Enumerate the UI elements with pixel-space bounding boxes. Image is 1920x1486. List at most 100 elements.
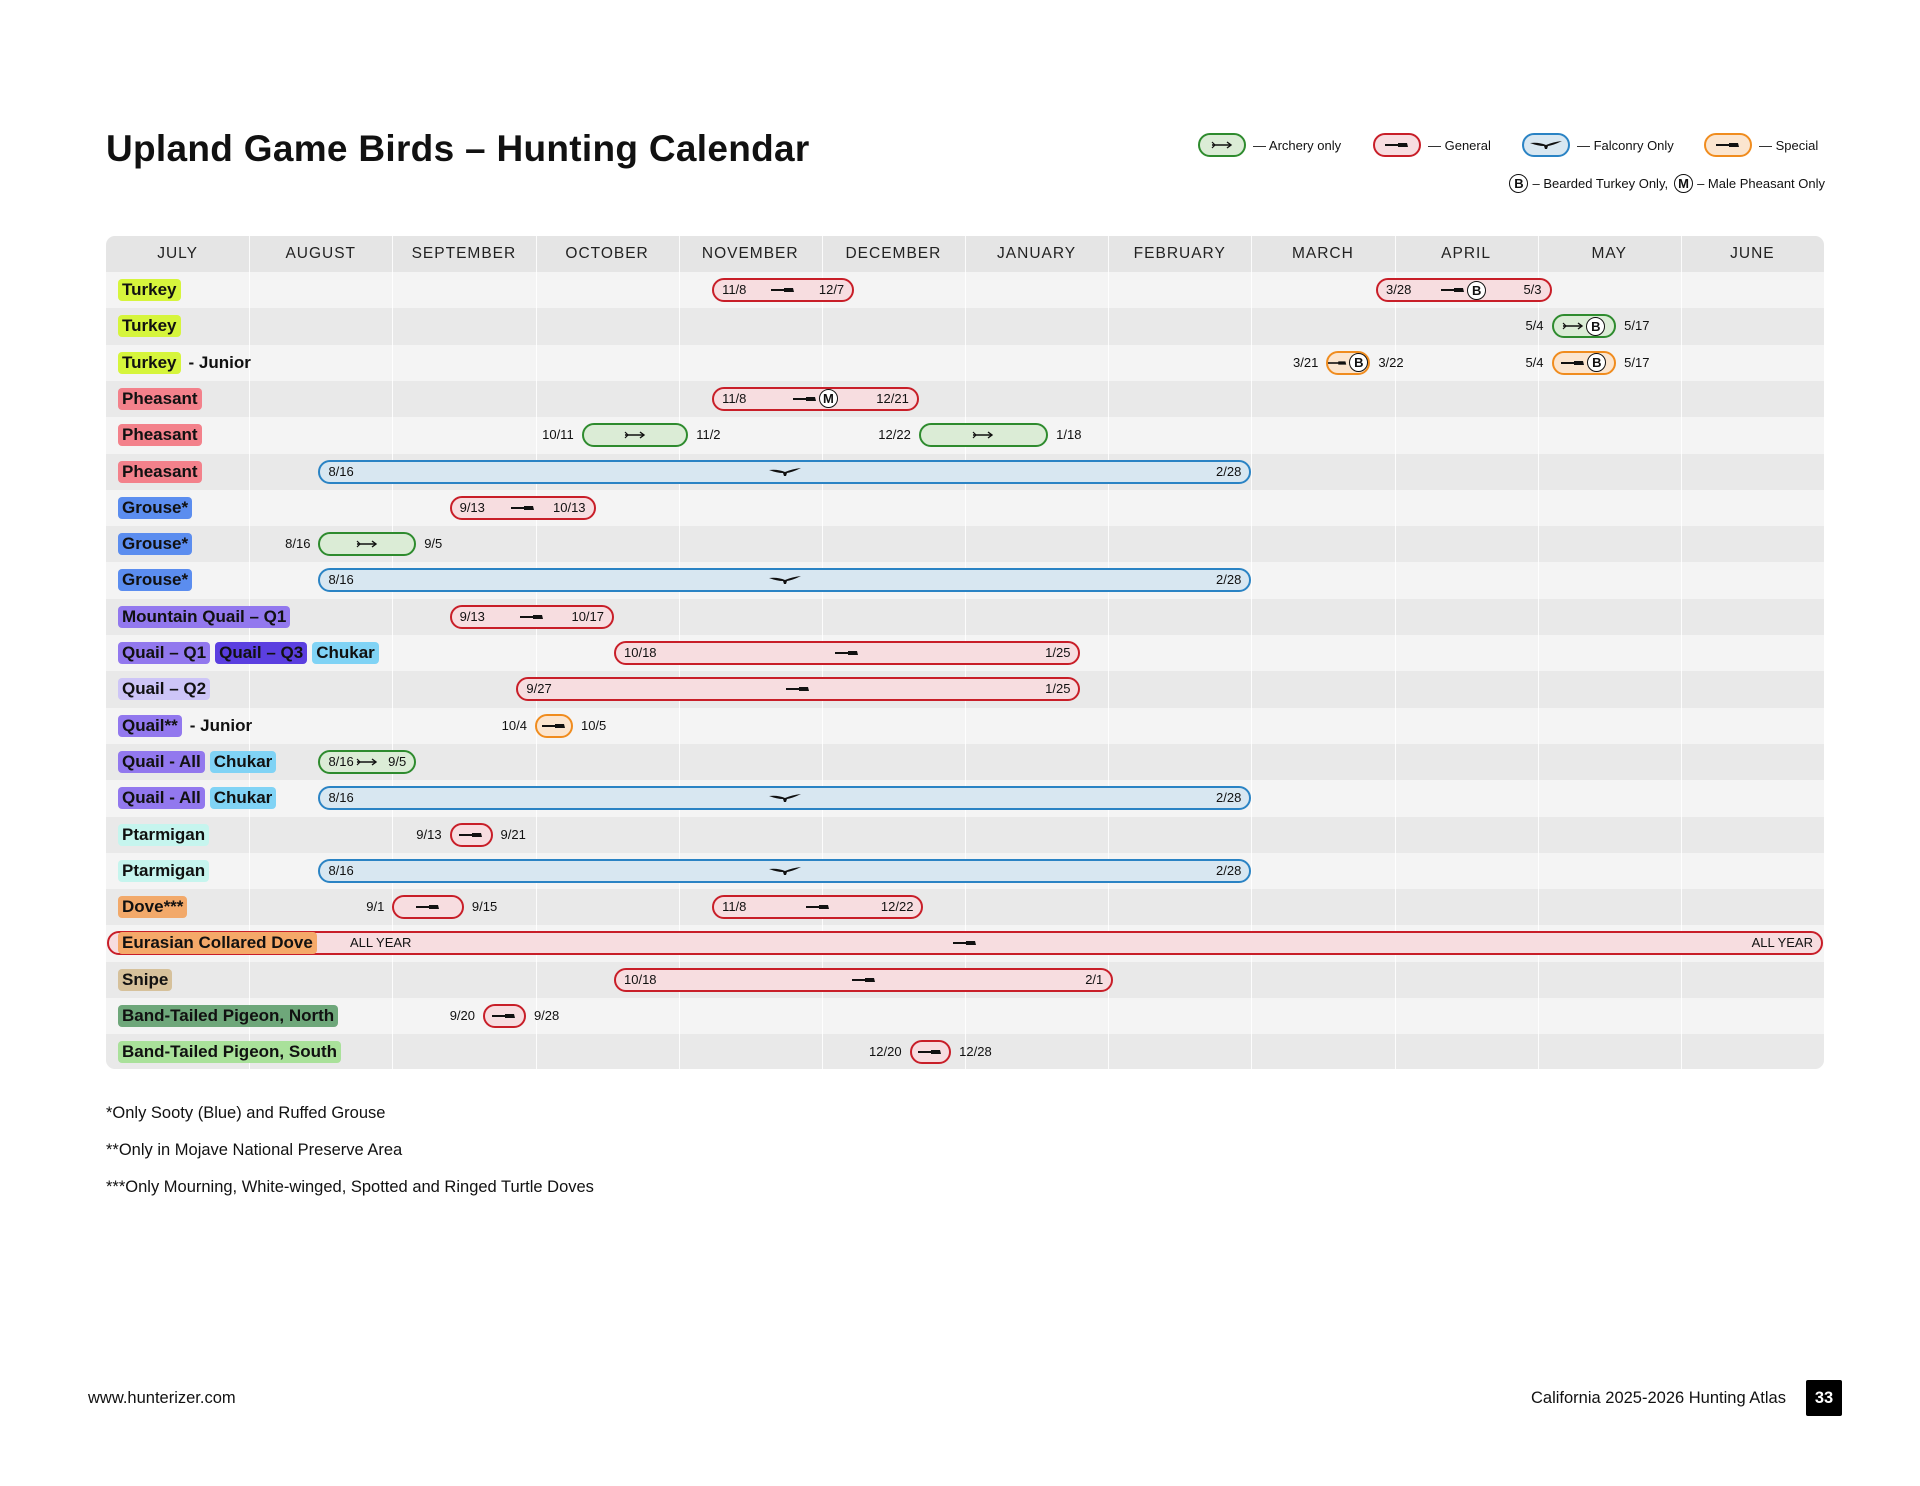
page-title: Upland Game Birds – Hunting Calendar — [106, 128, 810, 169]
season-icon-group — [320, 534, 414, 554]
species-label: Quail** — [118, 714, 182, 737]
species-label: Pheasant — [118, 424, 202, 447]
species-labels: Grouse* — [118, 568, 197, 592]
footnote-quail: **Only in Mojave National Preserve Area — [106, 1141, 403, 1159]
species-labels: Turkey — [118, 314, 186, 338]
season-bar-special: B — [1326, 350, 1371, 375]
species-labels: Quail – Q1 Quail – Q3 Chukar — [118, 641, 384, 665]
rifle-icon — [1385, 143, 1408, 147]
season-start-date: 10/18 — [624, 645, 657, 660]
season-start-date: 8/16 — [328, 572, 354, 588]
species-label: Pheasant — [118, 460, 202, 483]
bearded-badge-icon: B — [1586, 316, 1606, 336]
species-labels: Pheasant — [118, 460, 207, 484]
bearded-badge-icon: B — [1509, 173, 1529, 193]
season-icon-group — [537, 716, 571, 736]
season-bar-falconry — [318, 786, 1252, 811]
species-label: Band-Tailed Pigeon, North — [118, 1005, 339, 1027]
season-icon-group — [394, 897, 462, 917]
month-november: NOVEMBER — [701, 245, 799, 262]
species-labels: Ptarmigan — [118, 823, 214, 847]
month-december: DECEMBER — [845, 245, 942, 262]
season-icon-group — [714, 897, 921, 917]
rifle-icon — [416, 905, 440, 910]
legend-falconry-swatch — [1522, 133, 1570, 157]
rifle-icon — [792, 396, 816, 401]
season-icon-group — [912, 1042, 950, 1062]
rifle-icon — [786, 687, 810, 692]
legend-bearded-label: – Bearded Turkey Only, — [1532, 175, 1669, 191]
species-labels: Grouse* — [118, 532, 197, 556]
season-end-date: 5/17 — [1624, 354, 1650, 370]
legend-falconry: — Falconry Only — [1522, 133, 1674, 157]
season-icon-group — [320, 752, 414, 772]
season-end-date: 1/25 — [1045, 681, 1071, 697]
hunting-calendar: JULY AUGUST SEPTEMBER OCTOBER NOVEMBER DECEMB… — [106, 236, 1824, 1069]
species-label-suffix: - Junior — [188, 352, 251, 372]
season-icon-group: B — [1554, 316, 1615, 336]
season-end-date: 12/22 — [880, 899, 914, 915]
season-end-date: 3/22 — [1378, 354, 1404, 370]
season-icon-group: B — [1378, 280, 1549, 300]
month-february: FEBRUARY — [1133, 245, 1226, 262]
month-april: APRIL — [1441, 245, 1491, 262]
species-labels: Turkey - Junior — [118, 351, 251, 375]
season-bar-general — [449, 822, 493, 847]
footnote-dove: ***Only Mourning, White-winged, Spotted … — [106, 1178, 594, 1196]
month-divider — [1251, 236, 1253, 1069]
season-bar-general — [516, 677, 1081, 702]
season-icon-group — [518, 679, 1078, 699]
species-label: Eurasian Collared Dove — [118, 932, 317, 955]
season-bar-general — [449, 495, 596, 520]
footer-website[interactable]: www.hunterizer.com — [88, 1389, 236, 1407]
season-end-date: 10/5 — [580, 717, 607, 733]
season-start-date: 11/8 — [722, 282, 747, 297]
species-labels: Pheasant — [118, 423, 207, 447]
species-labels: Ptarmigan — [118, 859, 214, 883]
species-label: Turkey — [118, 351, 181, 374]
species-label: Grouse* — [118, 496, 193, 519]
species-labels: Quail** - Junior — [118, 714, 252, 738]
season-end-date: 2/28 — [1216, 790, 1242, 806]
season-bar-general — [614, 641, 1081, 665]
bearded-badge-icon: B — [1467, 280, 1487, 300]
species-label: Dove*** — [118, 896, 188, 919]
footnote-grouse: *Only Sooty (Blue) and Ruffed Grouse — [106, 1104, 386, 1122]
season-end-date: 10/13 — [553, 499, 586, 515]
month-january: JANUARY — [997, 245, 1077, 262]
season-icon-group — [320, 570, 1249, 590]
season-bar-general — [392, 895, 464, 920]
season-bar-general: M — [712, 386, 919, 411]
season-icon-group — [485, 1006, 524, 1026]
rifle-icon — [918, 1050, 942, 1055]
falcon-icon — [768, 794, 801, 803]
season-bar-general — [712, 278, 855, 302]
season-icon-group — [109, 933, 1821, 953]
month-may: MAY — [1591, 245, 1627, 262]
rifle-icon — [1561, 360, 1585, 365]
season-bar-archery: B — [1551, 314, 1617, 339]
species-label: Chukar — [209, 750, 277, 773]
season-icon-group — [320, 861, 1249, 881]
season-bar-archery — [918, 423, 1049, 448]
species-label: Mountain Quail – Q1 — [118, 605, 291, 628]
legend-archery-label: — Archery only — [1253, 137, 1342, 153]
season-start-date: 9/13 — [459, 608, 485, 624]
species-label: Quail – Q1 — [118, 642, 211, 664]
arrow-icon — [624, 431, 646, 439]
species-label-suffix: - Junior — [189, 715, 253, 735]
season-end-date: 9/5 — [424, 536, 443, 552]
species-label: Chukar — [312, 642, 379, 664]
species-labels: Turkey — [118, 278, 186, 302]
season-start-date: 11/8 — [722, 899, 747, 915]
species-labels: Eurasian Collared Dove — [118, 931, 322, 955]
season-end-date: 9/5 — [388, 753, 407, 769]
species-label: Turkey — [118, 279, 181, 301]
month-june: JUNE — [1730, 245, 1775, 262]
arrow-icon — [973, 431, 994, 439]
species-label: Quail - All — [118, 787, 205, 810]
species-labels: Pheasant — [118, 387, 207, 411]
rifle-icon — [519, 614, 543, 619]
season-bar-falconry — [318, 858, 1252, 883]
species-label: Quail - All — [118, 750, 205, 773]
